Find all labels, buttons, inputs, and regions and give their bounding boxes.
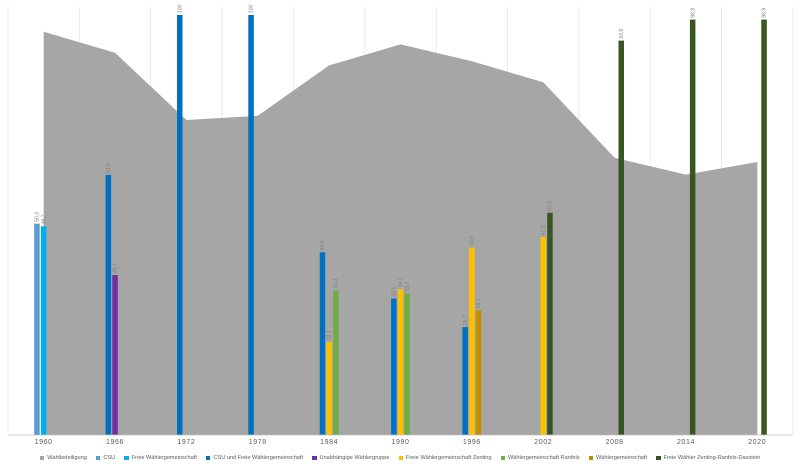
data-label: 93,9 (619, 29, 625, 39)
legend-swatch (124, 455, 129, 461)
legend-item: Freie Wähler Zenting-Ranfels-Daxstein (656, 455, 760, 461)
legend-swatch (95, 455, 101, 461)
bar (540, 237, 546, 435)
legend-label: Wählergemeinschaft Ranfels (508, 455, 580, 461)
legend-label: Freie Wähler Zenting-Ranfels-Daxstein (663, 455, 761, 461)
x-tick-label: 2002 (534, 439, 552, 446)
data-label: 38,1 (113, 263, 119, 273)
data-label: 47,1 (541, 225, 547, 235)
legend-swatch (39, 455, 45, 461)
bar (397, 289, 404, 435)
bar (689, 19, 696, 435)
x-tick-label: 1960 (35, 439, 53, 446)
data-label: 61,9 (106, 163, 112, 173)
data-labels: 50,3 49,7 61,9 100 100 43,5 32,5 25,7 38,1 22,1 34… (35, 4, 768, 340)
x-axis-tick-labels: 1960 1966 1972 1978 1984 1990 1996 2002 2008 2014… (35, 439, 766, 446)
legend-item: CSU und Freie Wählergemeinschaft (205, 455, 304, 461)
bar (105, 175, 112, 435)
x-tick-label: 1978 (249, 439, 267, 446)
legend-item: Wahlbeteiligung (39, 455, 87, 461)
data-label: 98,9 (762, 8, 768, 18)
legend-label: CSU (103, 455, 116, 461)
legend-label: Wahlbeteiligung (47, 455, 87, 461)
bar (404, 293, 410, 435)
data-label: 33,7 (405, 282, 411, 292)
bar (248, 15, 254, 435)
bar (618, 40, 624, 435)
x-tick-label: 2014 (677, 439, 695, 446)
bar (333, 290, 339, 435)
x-tick-label: 1972 (177, 439, 195, 446)
legend-item: Freie Wählergemeinschaft (124, 455, 197, 461)
legend-swatch (312, 455, 317, 461)
bar (34, 223, 40, 435)
bar (177, 15, 183, 435)
bar (112, 275, 118, 435)
legend-swatch (398, 455, 404, 461)
x-tick-label: 1990 (392, 439, 410, 446)
legend-item: Wählergemeinschaft Ranfels (500, 455, 580, 461)
legend-item: Unabhängige Wählergruppe (312, 455, 390, 461)
data-label: 52,9 (548, 201, 554, 211)
x-tick-label: 1984 (320, 439, 338, 446)
x-tick-label: 2008 (606, 439, 624, 446)
bar (475, 310, 482, 435)
legend-label: Unabhängige Wählergruppe (319, 455, 390, 461)
legend-item: Wählergemeinschaft (588, 455, 648, 461)
data-label: 100 (177, 4, 183, 13)
legend-label: Wählergemeinschaft (596, 455, 648, 461)
data-label: 34,7 (398, 277, 404, 287)
data-label: 98,9 (690, 8, 696, 18)
area-wahlbeteiligung (43, 31, 758, 436)
legend-swatch (588, 455, 594, 461)
x-tick-label: 1996 (463, 439, 481, 446)
legend-label: Freie Wählergemeinschaft (131, 455, 197, 461)
bar (326, 342, 332, 435)
legend-swatch (656, 455, 661, 461)
legend-label: CSU und Freie Wählergemeinschaft (213, 455, 304, 461)
legend: Wahlbeteiligung CSU Freie Wählergemeinscha… (0, 452, 800, 464)
data-label: 32,5 (391, 287, 397, 297)
data-label: 34,4 (333, 279, 339, 289)
data-label: 49,7 (41, 214, 47, 224)
bar (319, 252, 326, 435)
data-label: 50,3 (35, 212, 41, 222)
x-tick-label: 1966 (106, 439, 124, 446)
data-label: 43,5 (320, 240, 326, 250)
x-tick-label: 2020 (748, 439, 766, 446)
data-label: 25,7 (463, 315, 469, 325)
bar (391, 298, 397, 435)
data-label: 29,7 (476, 298, 482, 308)
data-label: 44,6 (470, 236, 476, 246)
bar (462, 327, 468, 435)
legend-item: CSU (95, 455, 116, 461)
legend-swatch (205, 455, 211, 461)
legend-swatch (500, 455, 506, 461)
data-label: 22,1 (327, 330, 333, 340)
area-series (43, 31, 758, 436)
bar (469, 247, 475, 435)
bar (40, 226, 47, 435)
legend-item: Freie Wählergemeinschaft Zenting (398, 455, 492, 461)
bar (547, 212, 553, 435)
data-label: 100 (249, 4, 255, 13)
bar (761, 19, 767, 435)
legend-label: Freie Wählergemeinschaft Zenting (406, 455, 492, 461)
bar-series (34, 15, 767, 435)
